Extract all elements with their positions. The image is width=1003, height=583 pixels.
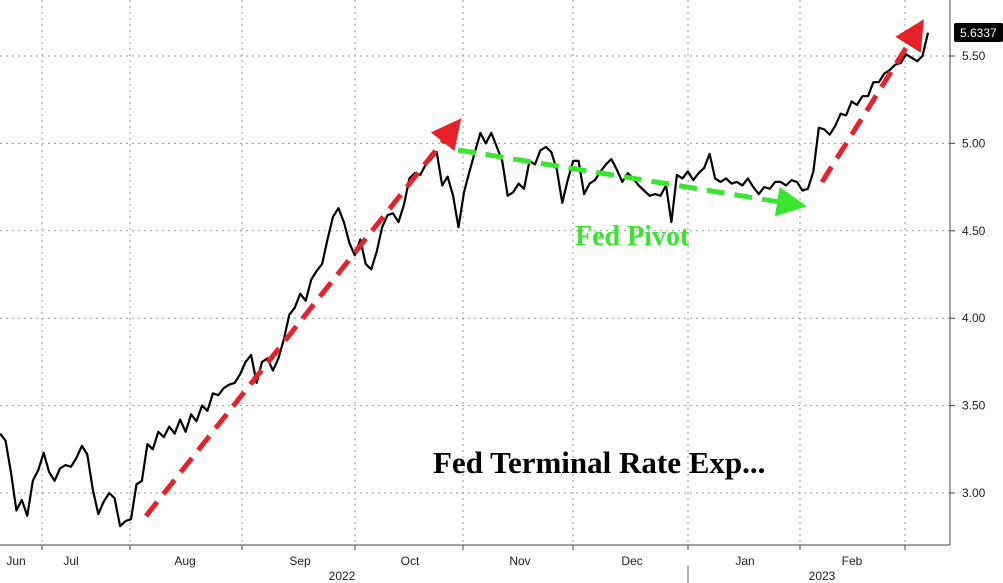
y-axis: 3.00 3.50 4.00 4.50 5.00 5.50 [949,0,986,545]
y-tick-label: 3.00 [962,486,986,500]
x-tick-label: Dec [621,554,642,568]
y-tick-label: 4.50 [962,224,986,238]
pivot-annotation: Fed Pivot [575,221,690,252]
x-tick-label: Nov [509,554,530,568]
x-axis: Jun Jul Aug Sep Oct Nov Dec Jan Feb 2022 2023 [0,544,950,583]
x-year-label: 2023 [809,569,836,583]
grid [0,0,950,545]
x-tick-label: Jul [63,554,78,568]
trend-arrow-pivot [457,147,807,217]
y-tick-label: 5.00 [962,136,986,150]
last-value-label: 5.6337 [960,26,997,40]
trend-arrow-up-1 [144,118,462,518]
x-tick-label: Jun [6,554,25,568]
chart-title: Fed Terminal Rate Exp... [433,445,765,480]
x-tick-label: Oct [401,554,420,568]
x-tick-label: Jan [735,554,754,568]
last-value-badge: 5.6337 [954,23,1003,42]
y-tick-label: 5.50 [962,49,986,63]
series-line [0,32,930,528]
trend-arrows [144,19,924,518]
trend-arrow-up-2 [819,19,924,184]
x-tick-label: Aug [174,554,195,568]
x-year-label: 2022 [329,569,356,583]
x-tick-label: Sep [289,554,311,568]
plot-area [0,32,930,528]
y-tick-label: 3.50 [962,399,986,413]
x-tick-label: Feb [842,554,863,568]
y-tick-label: 4.00 [962,311,986,325]
